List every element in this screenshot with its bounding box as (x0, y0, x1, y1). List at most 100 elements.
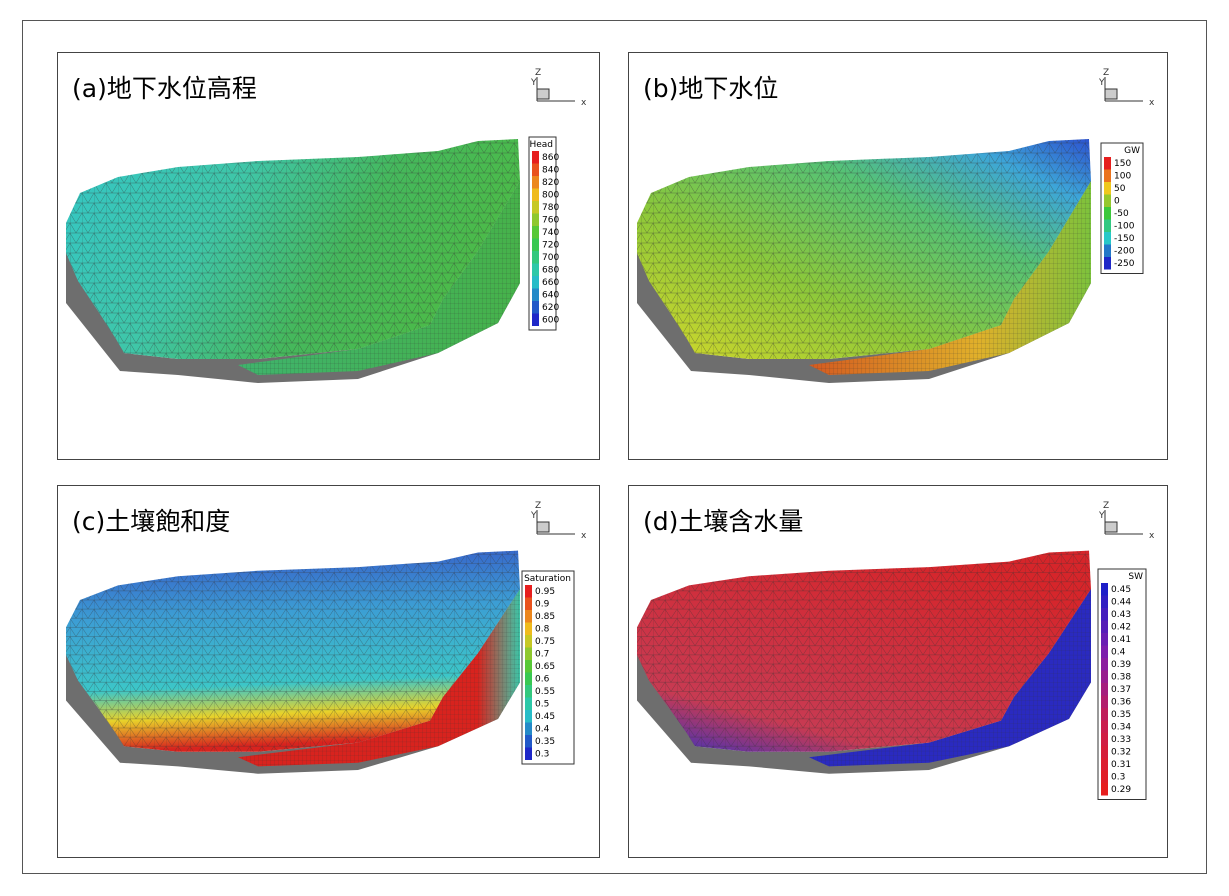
legend-swatch (1101, 658, 1108, 671)
legend-label: 0.36 (1111, 698, 1131, 708)
legend-swatch (532, 164, 539, 177)
legend-label: -200 (1114, 247, 1135, 257)
page: (a)地下水位高程ZYxHead860840820800780760740720… (0, 0, 1229, 896)
legend-label: 50 (1114, 184, 1126, 194)
legend-swatch (525, 748, 532, 761)
legend-title: GW (1124, 146, 1140, 156)
axis-box (1105, 522, 1117, 532)
panel: (a)地下水位高程ZYxHead860840820800780760740720… (57, 52, 600, 460)
legend-swatch (1104, 170, 1111, 183)
legend-swatch (1101, 646, 1108, 659)
legend-swatch (1104, 157, 1111, 170)
axis-label: x (1149, 531, 1155, 541)
legend-swatch (532, 314, 539, 327)
legend-swatch (532, 189, 539, 202)
axis-label: x (581, 98, 587, 108)
axis-label: Y (1098, 78, 1105, 88)
legend-swatch (532, 301, 539, 314)
legend-swatch (532, 264, 539, 277)
legend-label: 0.35 (1111, 710, 1131, 720)
axis-box (537, 522, 549, 532)
legend-swatch (1101, 621, 1108, 634)
legend-label: 0.44 (1111, 598, 1131, 608)
legend-swatch (1104, 220, 1111, 233)
legend-swatch (525, 723, 532, 736)
legend-title: SW (1128, 572, 1143, 582)
legend-label: 0.75 (535, 637, 555, 647)
legend-label: 0.43 (1111, 610, 1131, 620)
legend-swatch (1104, 207, 1111, 220)
axis-label: x (581, 531, 587, 541)
legend-label: 0.33 (1111, 735, 1131, 745)
legend-swatch (1101, 683, 1108, 696)
panel-title: (c)土壤飽和度 (72, 507, 230, 536)
legend-label: 0.35 (535, 737, 555, 747)
legend-label: 620 (542, 303, 559, 313)
legend-label: 0.4 (535, 725, 550, 735)
legend-swatch (1101, 733, 1108, 746)
legend-label: 700 (542, 253, 559, 263)
axis-box (537, 89, 549, 99)
axis-label: Z (535, 68, 541, 78)
legend-swatch (532, 251, 539, 264)
legend-label: 820 (542, 178, 559, 188)
legend-swatch (1101, 708, 1108, 721)
legend-swatch (525, 598, 532, 611)
legend-label: 0.32 (1111, 748, 1131, 758)
legend-label: 0.5 (535, 700, 549, 710)
legend-label: 0.55 (535, 687, 555, 697)
legend-swatch (532, 176, 539, 189)
legend-swatch (1101, 696, 1108, 709)
legend-label: 720 (542, 241, 559, 251)
legend-label: 0.9 (535, 600, 550, 610)
axis-label: Y (530, 78, 537, 88)
legend-label: 0.38 (1111, 673, 1131, 683)
legend-swatch (1104, 182, 1111, 195)
legend-label: 0.29 (1111, 785, 1131, 795)
legend-swatch (525, 710, 532, 723)
legend-label: 0.42 (1111, 623, 1131, 633)
axis-label: Z (1103, 68, 1109, 78)
terrain (637, 139, 1091, 383)
legend-title: Saturation (524, 574, 571, 584)
legend-label: -250 (1114, 259, 1135, 269)
panel-canvas: (c)土壤飽和度ZYxSaturation0.950.90.850.80.750… (58, 486, 600, 858)
panel-title: (d)土壤含水量 (643, 507, 803, 536)
legend-swatch (1101, 633, 1108, 646)
legend-label: 0.85 (535, 612, 555, 622)
legend-swatch (525, 623, 532, 636)
legend-label: 0.39 (1111, 660, 1131, 670)
legend-label: 0.34 (1111, 723, 1131, 733)
legend-swatch (1101, 583, 1108, 596)
legend-swatch (532, 151, 539, 164)
axis-label: x (1149, 98, 1155, 108)
axis-label: Z (535, 501, 541, 511)
legend-label: -150 (1114, 234, 1135, 244)
legend-label: 660 (542, 278, 559, 288)
axis-label: Z (1103, 501, 1109, 511)
legend-swatch (532, 239, 539, 252)
legend-swatch (532, 289, 539, 302)
legend-label: 100 (1114, 172, 1131, 182)
legend-label: 0.6 (535, 675, 550, 685)
panel-title: (a)地下水位高程 (72, 74, 257, 103)
legend-swatch (525, 735, 532, 748)
terrain (66, 139, 520, 383)
legend-swatch (525, 673, 532, 686)
legend-label: 0.8 (535, 625, 550, 635)
legend-label: 740 (542, 228, 559, 238)
legend-swatch (1101, 596, 1108, 609)
axis-box (1105, 89, 1117, 99)
legend-label: 0.95 (535, 587, 555, 597)
legend-label: 0.37 (1111, 685, 1131, 695)
legend-swatch (1101, 783, 1108, 796)
legend-swatch (1101, 671, 1108, 684)
legend-label: 640 (542, 291, 559, 301)
legend-label: 0.31 (1111, 760, 1131, 770)
legend-swatch (525, 698, 532, 711)
legend-label: 0.41 (1111, 635, 1131, 645)
legend-swatch (1101, 771, 1108, 784)
legend-label: 680 (542, 266, 559, 276)
